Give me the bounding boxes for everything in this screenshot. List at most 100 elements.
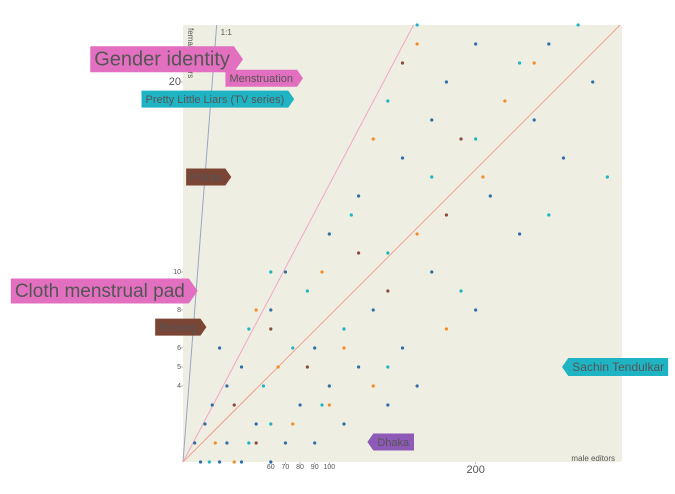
point bbox=[415, 384, 419, 388]
point bbox=[342, 327, 346, 331]
x-tick-label: 90 bbox=[311, 464, 319, 471]
annotation-tag bbox=[141, 90, 295, 108]
annotation: Sachin Tendulkar bbox=[562, 358, 669, 376]
annotation-label: Cloth menstrual pad bbox=[15, 281, 185, 302]
point bbox=[386, 251, 390, 255]
point bbox=[459, 137, 463, 141]
point bbox=[444, 80, 448, 84]
annotation-tag bbox=[10, 278, 198, 304]
point bbox=[459, 289, 463, 293]
annotation-tag bbox=[186, 168, 232, 186]
annotation-label: Dhaka bbox=[377, 437, 410, 449]
point bbox=[591, 80, 595, 84]
point bbox=[474, 137, 478, 141]
x-tick-label: 100 bbox=[323, 464, 335, 471]
point bbox=[503, 99, 507, 103]
point bbox=[517, 61, 522, 65]
point bbox=[415, 23, 419, 27]
annotation: Reining bbox=[155, 318, 207, 336]
reference-line bbox=[182, 24, 414, 463]
point bbox=[261, 384, 266, 388]
point bbox=[269, 308, 273, 312]
point bbox=[547, 213, 551, 217]
point bbox=[320, 270, 324, 274]
annotation-tag bbox=[562, 358, 669, 376]
point bbox=[517, 232, 522, 236]
annotation-tag bbox=[367, 433, 415, 451]
point bbox=[276, 365, 280, 369]
point bbox=[386, 365, 390, 369]
point bbox=[605, 175, 609, 179]
point bbox=[342, 346, 346, 350]
point bbox=[305, 365, 309, 369]
point bbox=[488, 194, 492, 198]
point bbox=[547, 42, 551, 46]
point bbox=[349, 213, 353, 217]
x-tick-label: 70 bbox=[282, 464, 290, 471]
point bbox=[532, 118, 536, 122]
y-tick-label: 4 bbox=[177, 383, 181, 390]
point bbox=[357, 194, 361, 198]
x-tick-label: 80 bbox=[296, 464, 304, 471]
x-axis-label: male editors bbox=[571, 454, 615, 463]
annotation: Dhaka bbox=[367, 433, 415, 451]
point bbox=[239, 460, 244, 464]
point bbox=[203, 422, 207, 426]
point bbox=[415, 232, 419, 236]
point bbox=[474, 42, 478, 46]
point bbox=[444, 327, 448, 331]
point bbox=[342, 422, 346, 426]
point bbox=[247, 327, 251, 331]
point bbox=[400, 156, 405, 160]
point bbox=[210, 403, 214, 407]
point bbox=[298, 403, 302, 407]
annotation-label: Sachin Tendulkar bbox=[572, 360, 664, 374]
point bbox=[444, 213, 448, 217]
point bbox=[371, 308, 375, 312]
annotation: Cloth menstrual pad bbox=[10, 278, 198, 304]
point bbox=[430, 118, 434, 122]
point bbox=[357, 365, 361, 369]
annotation-tag bbox=[225, 69, 303, 87]
point bbox=[386, 403, 390, 407]
point bbox=[269, 327, 273, 331]
y-tick-label: 6 bbox=[177, 345, 181, 352]
point bbox=[313, 346, 317, 350]
point bbox=[357, 251, 361, 255]
point bbox=[430, 270, 434, 274]
annotation: Gender identity bbox=[90, 46, 243, 73]
point bbox=[232, 403, 236, 407]
point bbox=[320, 403, 324, 407]
point bbox=[371, 137, 375, 141]
annotation: Pretty Little Liars (TV series) bbox=[141, 90, 295, 108]
plot-area bbox=[181, 23, 622, 464]
point bbox=[481, 175, 485, 179]
point bbox=[313, 441, 317, 445]
point bbox=[327, 232, 331, 236]
point bbox=[213, 441, 217, 445]
point bbox=[198, 460, 203, 464]
point bbox=[225, 384, 229, 388]
y-tick-label: 8 bbox=[177, 307, 181, 314]
point bbox=[269, 422, 273, 426]
y-tick-label: 10 bbox=[173, 269, 181, 276]
annotation-label: Pointe bbox=[190, 172, 221, 184]
y-tick-label: 20 bbox=[169, 76, 181, 88]
x-tick-label: 60 bbox=[267, 464, 275, 471]
point bbox=[532, 61, 536, 65]
point bbox=[400, 61, 405, 65]
point bbox=[269, 460, 273, 464]
point bbox=[254, 441, 258, 445]
point bbox=[193, 441, 197, 445]
point bbox=[254, 308, 258, 312]
point bbox=[474, 308, 478, 312]
point bbox=[232, 460, 236, 464]
y-tick-label: 5 bbox=[177, 364, 181, 371]
point bbox=[291, 346, 295, 350]
annotation-tag bbox=[155, 318, 207, 336]
point bbox=[415, 42, 419, 46]
point bbox=[386, 99, 390, 103]
point bbox=[305, 289, 309, 293]
point bbox=[561, 156, 566, 160]
